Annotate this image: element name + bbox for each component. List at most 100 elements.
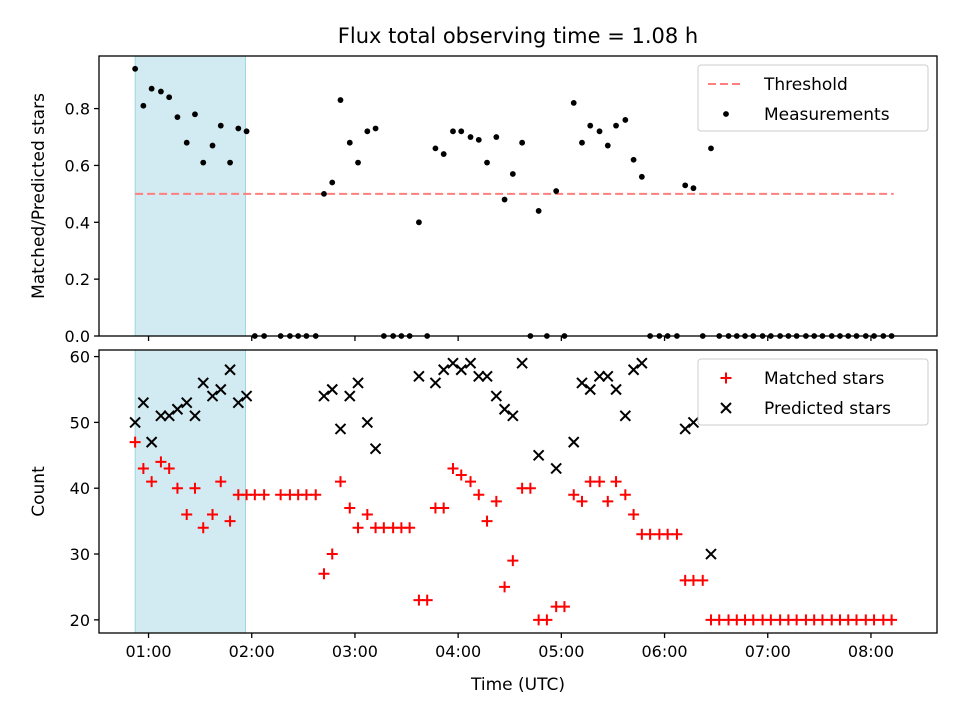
x-tick-label: 01:00 <box>125 642 171 661</box>
x-tick-label: 07:00 <box>745 642 791 661</box>
measurement-point <box>432 145 439 152</box>
matched-star-point <box>334 476 346 488</box>
predicted-star-point <box>550 462 562 475</box>
matched-star-point <box>886 614 898 626</box>
measurement-point <box>604 142 611 149</box>
measurement-point <box>570 100 577 106</box>
matched-star-point <box>275 489 287 501</box>
predicted-star-point <box>197 377 209 389</box>
matched-star-point <box>455 469 467 481</box>
matched-star-point <box>300 489 312 501</box>
predicted-star-point <box>619 410 632 422</box>
measurement-point <box>132 65 139 72</box>
predicted-star-point <box>232 396 245 409</box>
matched-star-point <box>594 476 606 488</box>
matched-star-point <box>258 489 270 501</box>
predicted-star-point <box>455 364 467 376</box>
matched-star-point <box>541 614 553 626</box>
measurement-point <box>622 117 629 123</box>
matched-star-point <box>747 614 759 626</box>
matched-star-point <box>671 528 683 540</box>
matched-star-point <box>438 502 450 514</box>
matched-star-point <box>197 522 209 534</box>
measurement-point <box>329 179 336 186</box>
predicted-star-point <box>344 390 356 402</box>
matched-star-point <box>568 489 580 501</box>
matched-star-point <box>447 462 459 474</box>
matched-star-point <box>181 509 193 521</box>
matched-star-point <box>851 614 863 626</box>
measurement-point <box>166 94 173 101</box>
y-tick-label: 0.8 <box>65 100 90 119</box>
predicted-star-point <box>215 383 227 396</box>
x-tick-label: 03:00 <box>332 642 378 661</box>
series-predicted-stars <box>129 357 717 560</box>
measurement-point <box>416 219 422 226</box>
x-tick-label: 08:00 <box>848 642 894 661</box>
observing-span <box>134 349 246 634</box>
chart-title: Flux total observing time = 1.08 h <box>338 24 698 48</box>
matched-star-point <box>662 528 674 540</box>
matched-star-point <box>318 568 330 580</box>
predicted-star-point <box>163 410 175 422</box>
predicted-star-point <box>155 410 167 422</box>
measurement-point <box>493 134 500 140</box>
matched-star-point <box>163 462 175 474</box>
predicted-star-point <box>610 383 622 396</box>
measurement-point <box>509 171 516 177</box>
measurement-point <box>501 196 508 203</box>
predicted-star-point <box>189 410 201 422</box>
predicted-star-point <box>627 364 640 376</box>
measurement-point <box>148 85 155 92</box>
predicted-star-point <box>334 423 347 435</box>
measurement-point <box>227 159 233 166</box>
measurement-point <box>140 102 147 109</box>
predicted-star-point <box>326 383 338 396</box>
predicted-star-point <box>602 370 614 383</box>
measurement-point <box>579 139 585 146</box>
legend-measurements-swatch <box>723 111 729 117</box>
matched-star-point <box>765 614 777 626</box>
measurement-point <box>587 122 594 129</box>
matched-star-point <box>644 528 656 540</box>
matched-star-point <box>326 548 338 560</box>
matched-star-point <box>465 476 477 488</box>
measurement-point <box>475 136 482 143</box>
matched-star-point <box>352 522 364 534</box>
matched-star-point <box>137 462 149 474</box>
legend-matched-swatch <box>720 372 732 384</box>
matched-star-point <box>215 476 227 488</box>
matched-star-point <box>189 482 201 494</box>
legend: Threshold Measurements <box>697 64 929 132</box>
predicted-star-point <box>181 396 193 409</box>
measurement-point <box>183 139 190 146</box>
predicted-star-point <box>507 410 519 422</box>
matched-star-point <box>481 515 493 527</box>
measurement-point <box>364 128 371 135</box>
legend-entry-label: Matched stars <box>764 369 884 389</box>
y-tick-label: 0.6 <box>65 156 90 175</box>
predicted-star-point <box>352 377 364 389</box>
predicted-star-point <box>369 443 382 455</box>
predicted-star-point <box>240 390 253 402</box>
y-tick-label: 50 <box>70 413 90 432</box>
measurement-point <box>484 159 490 166</box>
measurement-point <box>535 208 542 214</box>
y-tick-label: 30 <box>70 545 90 564</box>
measurement-point <box>355 159 361 166</box>
predicted-star-point <box>447 357 459 369</box>
predicted-star-point <box>413 370 425 383</box>
predicted-star-point <box>687 416 700 429</box>
ratio-panel: 0.0 0.2 0.4 0.6 0.8 Matched/Predicted stars Th… <box>29 55 938 346</box>
matched-star-point <box>207 509 219 521</box>
measurement-point <box>321 190 327 197</box>
measurement-point <box>192 111 198 118</box>
legend-entry-label: Threshold <box>763 75 848 95</box>
matched-star-point <box>171 482 183 494</box>
matched-star-point <box>155 456 167 468</box>
predicted-star-point <box>705 548 717 560</box>
predicted-star-point <box>568 436 580 448</box>
measurement-point <box>200 159 207 166</box>
matched-star-point <box>344 502 356 514</box>
